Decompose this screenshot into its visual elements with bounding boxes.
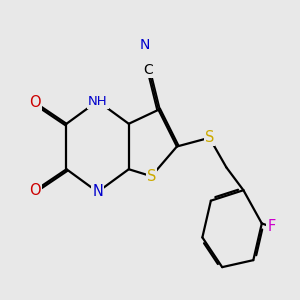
Text: N: N	[139, 38, 149, 52]
Text: S: S	[147, 169, 156, 184]
Text: C: C	[144, 63, 154, 76]
Text: S: S	[205, 130, 214, 145]
Text: N: N	[92, 184, 103, 200]
Text: O: O	[29, 95, 41, 110]
Text: F: F	[268, 219, 276, 234]
Text: NH: NH	[88, 94, 107, 107]
Text: O: O	[29, 183, 41, 198]
